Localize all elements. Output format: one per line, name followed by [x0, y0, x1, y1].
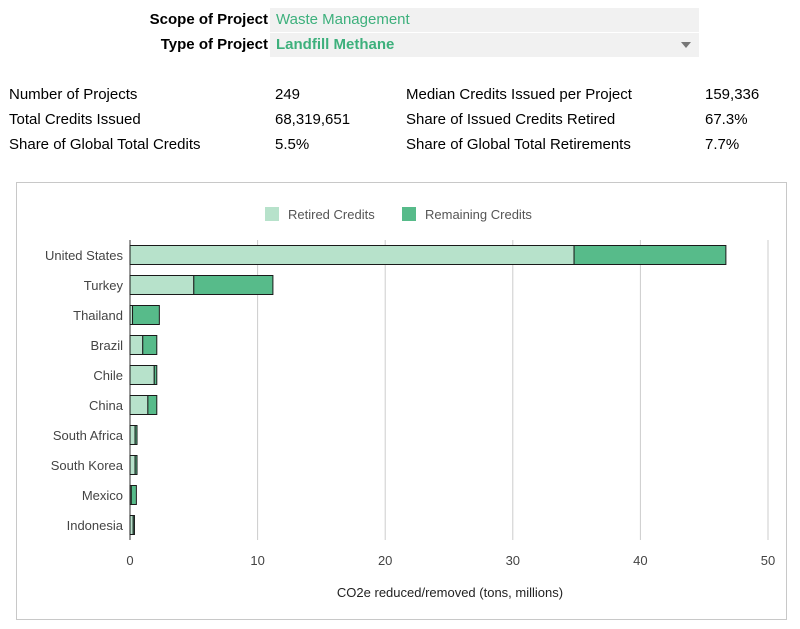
- bar-remaining[interactable]: [134, 425, 138, 445]
- y-category-label: China: [89, 398, 124, 413]
- bar-remaining[interactable]: [142, 335, 158, 355]
- y-category-label: Mexico: [82, 488, 123, 503]
- chart-x-axis: 0 10 20 30 40 50: [126, 553, 775, 568]
- stat-label-projects: Number of Projects: [9, 86, 138, 103]
- type-select-value: Landfill Methane: [276, 36, 395, 53]
- legend-label-remaining[interactable]: Remaining Credits: [425, 207, 532, 222]
- x-tick-label: 10: [250, 553, 264, 568]
- y-category-label: South Korea: [51, 458, 124, 473]
- stat-value-projects: 249: [275, 86, 301, 103]
- scope-label: Scope of Project: [149, 11, 268, 28]
- x-tick-label: 50: [761, 553, 775, 568]
- legend-label-retired[interactable]: Retired Credits: [288, 207, 375, 222]
- bar-retired[interactable]: [129, 425, 136, 445]
- bar-retired[interactable]: [129, 395, 149, 415]
- x-tick-label: 0: [126, 553, 133, 568]
- bar-retired[interactable]: [129, 455, 136, 475]
- stat-label-median: Median Credits Issued per Project: [406, 86, 632, 103]
- chart-grid: [129, 240, 769, 540]
- y-category-label: Brazil: [90, 338, 123, 353]
- bar-remaining[interactable]: [132, 515, 135, 535]
- chart-legend[interactable]: Retired Credits Remaining Credits: [265, 207, 532, 222]
- bar-retired[interactable]: [129, 335, 144, 355]
- x-axis-title: CO2e reduced/removed (tons, millions): [337, 585, 563, 600]
- x-tick-label: 20: [378, 553, 392, 568]
- bar-remaining[interactable]: [193, 275, 274, 295]
- bar-remaining[interactable]: [134, 455, 138, 475]
- bar-remaining[interactable]: [130, 485, 137, 505]
- y-category-label: Chile: [93, 368, 123, 383]
- type-select[interactable]: Landfill Methane: [270, 33, 699, 57]
- bar-retired[interactable]: [129, 365, 155, 385]
- stat-value-median: 159,336: [705, 86, 760, 103]
- bar-remaining[interactable]: [132, 305, 160, 325]
- stat-value-global-retirements: 7.7%: [705, 136, 740, 153]
- bar-remaining[interactable]: [153, 365, 158, 385]
- stat-value-total-credits: 68,319,651: [275, 111, 351, 128]
- type-label: Type of Project: [160, 36, 268, 53]
- x-tick-label: 30: [506, 553, 520, 568]
- stat-label-global-retirements: Share of Global Total Retirements: [406, 136, 631, 153]
- chart-bars: [129, 245, 727, 535]
- stat-value-retired-share: 67.3%: [705, 111, 748, 128]
- bar-remaining[interactable]: [573, 245, 727, 265]
- bar-remaining[interactable]: [147, 395, 158, 415]
- y-category-label: Thailand: [73, 308, 123, 323]
- chart-y-axis: United States Turkey Thailand Brazil Chile Ch…: [45, 248, 124, 533]
- chart-frame: [16, 182, 787, 620]
- bar-retired[interactable]: [129, 275, 195, 295]
- y-category-label: Turkey: [84, 278, 124, 293]
- y-category-label: United States: [45, 248, 124, 263]
- stat-label-global-share: Share of Global Total Credits: [9, 136, 201, 153]
- legend-swatch-retired[interactable]: [265, 207, 279, 221]
- bar-retired[interactable]: [129, 245, 575, 265]
- legend-swatch-remaining[interactable]: [402, 207, 416, 221]
- stat-label-retired-share: Share of Issued Credits Retired: [406, 111, 616, 128]
- stat-value-global-share: 5.5%: [275, 136, 310, 153]
- y-category-label: Indonesia: [67, 518, 124, 533]
- scope-value-field[interactable]: Waste Management: [270, 8, 699, 32]
- stat-label-total-credits: Total Credits Issued: [9, 111, 141, 128]
- y-category-label: South Africa: [53, 428, 124, 443]
- x-tick-label: 40: [633, 553, 647, 568]
- chevron-down-icon[interactable]: [681, 42, 691, 48]
